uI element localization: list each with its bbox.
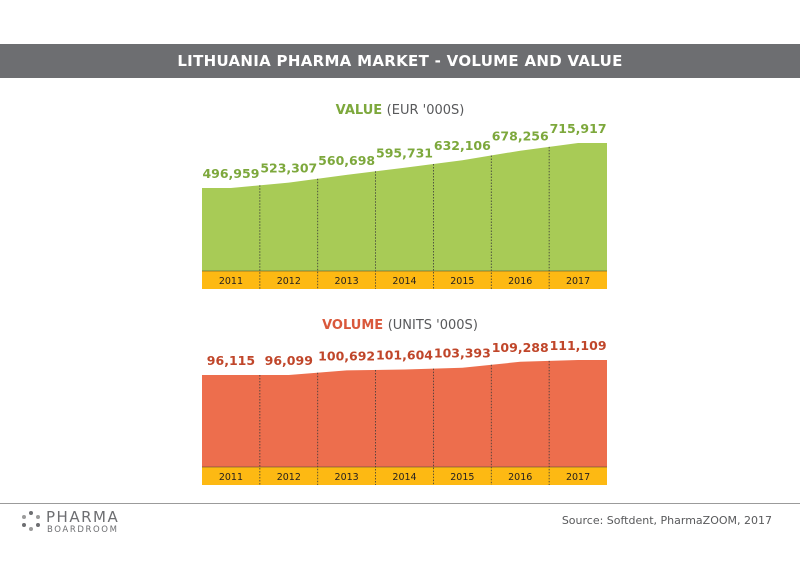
volume-tick-label: 2012 (277, 472, 301, 483)
value-tick-label: 2014 (392, 276, 416, 287)
volume-tick-label: 2013 (335, 472, 359, 483)
volume-data-label: 96,115 (207, 353, 255, 368)
value-tick-label: 2016 (508, 276, 532, 287)
volume-data-label: 109,288 (492, 340, 549, 355)
volume-data-label: 101,604 (376, 347, 433, 362)
value-chart-title-unit: (EUR '000S) (386, 103, 465, 118)
volume-tick-label: 2015 (450, 472, 474, 483)
logo-text-boardroom: BOARDROOM (47, 525, 119, 535)
volume-data-label: 96,099 (265, 353, 313, 368)
source-note: Source: Softdent, PharmaZOOM, 2017 (561, 514, 772, 527)
volume-chart-title-main: VOLUME (322, 318, 384, 333)
charts-canvas: 2011 2012 2013 2014 2015 2016 2017 496,959 523,3… (202, 121, 607, 485)
logo-dots-icon (22, 511, 40, 531)
value-tick-label: 2015 (450, 276, 474, 287)
logo-text-pharma: PHARMA (46, 508, 120, 526)
page-title: LITHUANIA PHARMA MARKET - VOLUME AND VAL… (0, 44, 800, 78)
value-chart-title: VALUE (EUR '000S) (0, 103, 800, 118)
volume-chart-title: VOLUME (UNITS '000S) (0, 318, 800, 333)
volume-area (202, 360, 607, 467)
value-axis-band (202, 271, 607, 289)
value-data-label: 523,307 (260, 161, 317, 176)
value-tick-label: 2012 (277, 276, 301, 287)
value-data-label: 595,731 (376, 146, 433, 161)
value-area (202, 143, 607, 271)
value-data-label: 496,959 (202, 166, 259, 181)
volume-tick-label: 2016 (508, 472, 532, 483)
volume-tick-label: 2017 (566, 472, 590, 483)
footer-divider (0, 503, 800, 504)
value-data-label: 715,917 (550, 121, 607, 136)
volume-axis-band (202, 467, 607, 485)
volume-data-label: 103,393 (434, 346, 491, 361)
value-data-label: 678,256 (492, 129, 549, 144)
value-data-label: 632,106 (434, 138, 491, 153)
value-data-label: 560,698 (318, 153, 375, 168)
volume-tick-label: 2014 (392, 472, 416, 483)
value-tick-label: 2013 (335, 276, 359, 287)
volume-data-label: 100,692 (318, 348, 375, 363)
volume-data-label: 111,109 (550, 338, 607, 353)
value-chart-title-main: VALUE (335, 103, 383, 118)
value-tick-label: 2017 (566, 276, 590, 287)
pharmaboardroom-logo: PHARMA BOARDROOM (20, 508, 220, 538)
value-tick-label: 2011 (219, 276, 243, 287)
volume-tick-label: 2011 (219, 472, 243, 483)
volume-chart-title-unit: (UNITS '000S) (387, 318, 478, 333)
